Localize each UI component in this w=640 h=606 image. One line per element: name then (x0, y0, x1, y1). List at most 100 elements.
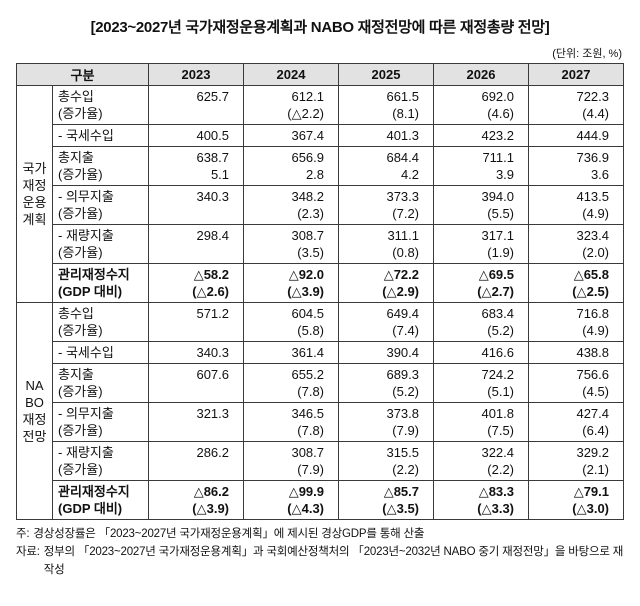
cell-line: (2.3) (297, 206, 325, 221)
unit-note: (단위: 조원, %) (552, 48, 622, 60)
cell-line: - 재량지출 (58, 445, 114, 460)
cell-line: (2.0) (582, 245, 610, 260)
value-cell: 308.7 (7.9) (243, 441, 340, 481)
value-cell: △99.9 (△4.3) (243, 480, 340, 520)
cell-line: 3.9 (495, 167, 515, 182)
cell-line (151, 244, 229, 261)
value-cell: 649.4 (7.4) (338, 302, 435, 342)
cell-line: 655.2 (291, 367, 325, 382)
value-cell: 612.1 (△2.2) (243, 85, 340, 125)
value-cell: 444.9 (528, 124, 625, 147)
cell-line: 계획 (22, 212, 47, 227)
cell-line: (증가율) (58, 206, 103, 221)
fiscal-projection-table: 구분 2023 2024 2025 2026 2027 국가 재정 운용 계획 총수입 (증가율) 6… (15, 63, 625, 520)
cell-line: (△3.9) (192, 501, 230, 516)
cell-line: 348.2 (291, 189, 325, 204)
value-cell: 655.2 (7.8) (243, 363, 340, 403)
cell-line: (2.2) (487, 462, 515, 477)
cell-line: △72.2 (383, 267, 420, 282)
footnote-label: 주: (16, 528, 30, 540)
cell-line: 340.3 (196, 189, 230, 204)
cell-line: 684.4 (386, 150, 420, 165)
cell-line: 736.9 (576, 150, 610, 165)
cell-line: 308.7 (291, 445, 325, 460)
cell-line: 329.2 (576, 445, 610, 460)
value-cell: △85.7 (△3.5) (338, 480, 435, 520)
cell-line: 5.1 (210, 167, 230, 182)
value-cell: 298.4 (148, 224, 245, 264)
cell-line: (7.9) (297, 462, 325, 477)
table-row: NA BO 재정 전망 총수입 (증가율) 571.2 604.5 (5.8) 649.4 (7.4… (16, 302, 625, 520)
cell-line: 401.3 (386, 128, 420, 143)
cell-line: 4.2 (400, 167, 420, 182)
column-header-year: 2027 (528, 63, 625, 86)
cell-line: 400.5 (196, 128, 230, 143)
value-cell: 329.2 (2.1) (528, 441, 625, 481)
cell-line: 298.4 (196, 228, 230, 243)
cell-line: 612.1 (291, 89, 325, 104)
cell-line: 683.4 (481, 306, 515, 321)
cell-line: 373.8 (386, 406, 420, 421)
cell-line: 416.6 (481, 345, 515, 360)
cell-line: (△2.7) (477, 284, 515, 299)
value-cell: 724.2 (5.1) (433, 363, 530, 403)
table-row: 관리재정수지 (GDP 대비) △58.2 (△2.6) △92.0 (△3.9) △72.… (17, 263, 625, 303)
cell-line: 346.5 (291, 406, 325, 421)
value-cell: 416.6 (433, 341, 530, 364)
cell-line: (증가율) (58, 323, 103, 338)
cell-line: △69.5 (478, 267, 515, 282)
table-row: - 재량지출 (증가율) 286.2 308.7 (7.9) 315.5 (2.2) 322.… (17, 441, 625, 481)
cell-line: NA (25, 378, 44, 393)
table-row: - 국세수입 340.3 361.4 390.4 416.6 438.8 (17, 341, 625, 364)
cell-line: 308.7 (291, 228, 325, 243)
cell-line: (5.5) (487, 206, 515, 221)
cell-line: (5.1) (487, 384, 515, 399)
cell-line: 390.4 (386, 345, 420, 360)
column-header-year: 2024 (243, 63, 340, 86)
cell-line (151, 461, 229, 478)
cell-line: △85.7 (383, 484, 420, 499)
cell-line: 661.5 (386, 89, 420, 104)
table-row: - 의무지출 (증가율) 340.3 348.2 (2.3) 373.3 (7.2) 394.… (17, 185, 625, 225)
value-cell: 340.3 (148, 185, 245, 225)
cell-line: 323.4 (576, 228, 610, 243)
cell-line: 638.7 (196, 150, 230, 165)
cell-line: △92.0 (288, 267, 325, 282)
table-row: 총지출 (증가율) 638.7 5.1 656.9 2.8 684.4 4.2 711.1 3.9… (17, 146, 625, 186)
cell-line: 423.2 (481, 128, 515, 143)
value-cell: △86.2 (△3.9) (148, 480, 245, 520)
cell-line: 604.5 (291, 306, 325, 321)
value-cell: 390.4 (338, 341, 435, 364)
value-cell: △65.8 (△2.5) (528, 263, 625, 303)
row-label: - 의무지출 (증가율) (51, 185, 150, 225)
cell-line: 413.5 (576, 189, 610, 204)
value-cell: 625.7 (148, 85, 245, 125)
value-cell: 722.3 (4.4) (528, 85, 625, 125)
cell-line: 361.4 (291, 345, 325, 360)
value-cell: 756.6 (4.5) (528, 363, 625, 403)
row-label: 총지출 (증가율) (51, 146, 150, 186)
value-cell: 711.1 3.9 (433, 146, 530, 186)
footnote-text: 경상성장률은 「2023~2027년 국가재정운용계획」에 제시된 경상GDP를… (33, 528, 425, 540)
value-cell: △69.5 (△2.7) (433, 263, 530, 303)
cell-line: 401.8 (481, 406, 515, 421)
value-cell: 315.5 (2.2) (338, 441, 435, 481)
cell-line: (5.8) (297, 323, 325, 338)
cell-line (151, 105, 229, 122)
cell-line: - 의무지출 (58, 189, 114, 204)
cell-line: (6.4) (582, 423, 610, 438)
value-cell: 736.9 3.6 (528, 146, 625, 186)
value-cell: 373.3 (7.2) (338, 185, 435, 225)
row-label: 총지출 (증가율) (51, 363, 150, 403)
row-label: - 재량지출 (증가율) (51, 224, 150, 264)
footnote-data-source: 자료: 정부의 「2023~2027년 국가재정운용계획」과 국회예산정책처의 … (16, 544, 624, 580)
cell-line: (4.4) (582, 106, 610, 121)
cell-line: 총수입 (58, 89, 94, 104)
cell-line: (8.1) (392, 106, 420, 121)
cell-line: - 재량지출 (58, 228, 114, 243)
column-header-year: 2023 (148, 63, 245, 86)
cell-line: 관리재정수지 (58, 484, 130, 499)
cell-line: 656.9 (291, 150, 325, 165)
cell-line: (7.5) (487, 423, 515, 438)
row-label: 관리재정수지 (GDP 대비) (51, 263, 150, 303)
